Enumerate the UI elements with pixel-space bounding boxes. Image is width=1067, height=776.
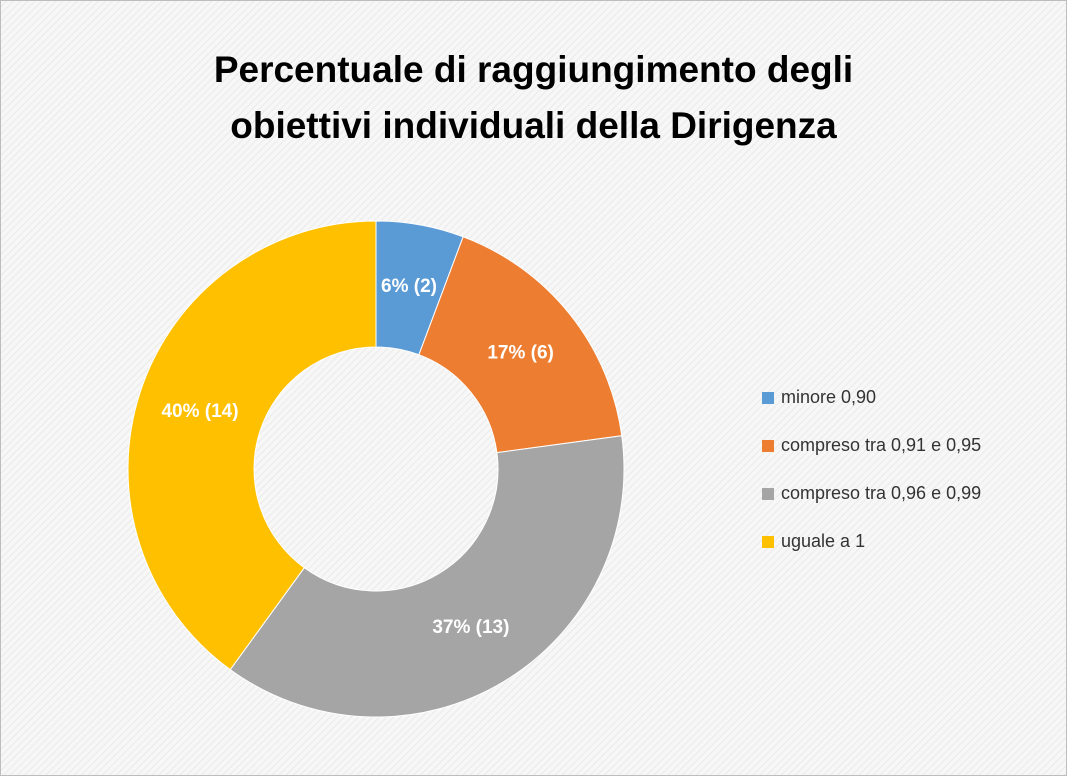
legend-label: uguale a 1 bbox=[781, 531, 865, 551]
legend-swatch bbox=[762, 392, 774, 404]
legend-label: minore 0,90 bbox=[781, 387, 876, 407]
chart-title: Percentuale di raggiungimento degli obie… bbox=[213, 49, 854, 146]
legend-swatch bbox=[762, 440, 774, 452]
data-label: 37% (13) bbox=[432, 617, 509, 638]
data-label: 40% (14) bbox=[161, 401, 238, 422]
legend-swatch bbox=[762, 488, 774, 500]
legend-label: compreso tra 0,91 e 0,95 bbox=[781, 435, 981, 455]
slice bbox=[418, 236, 623, 454]
data-label: 17% (6) bbox=[487, 343, 554, 364]
slice bbox=[229, 435, 625, 718]
data-label: 6% (2) bbox=[381, 276, 437, 297]
legend-label: compreso tra 0,96 e 0,99 bbox=[781, 483, 981, 503]
slice bbox=[127, 220, 377, 671]
legend-swatch bbox=[762, 536, 774, 548]
